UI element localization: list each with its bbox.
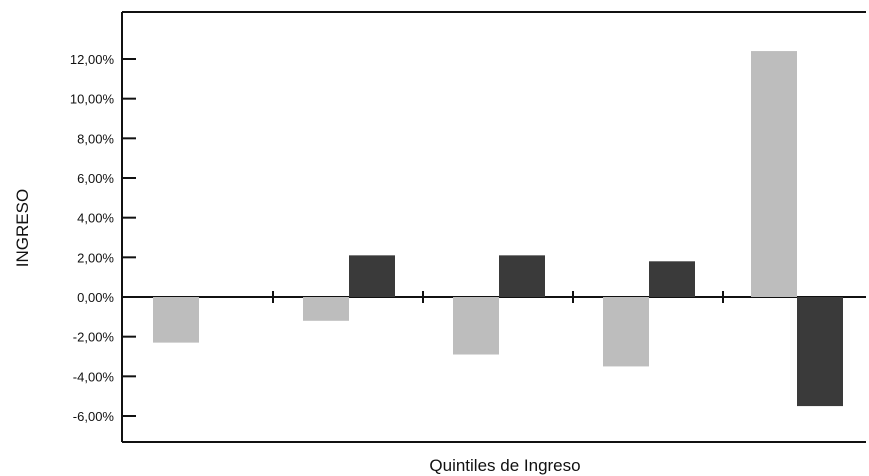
bar [453,297,499,355]
y-tick-label: 6,00% [77,171,114,186]
y-tick-label: -4,00% [73,369,115,384]
bar [349,255,395,297]
bar [649,261,695,297]
y-tick-label: 8,00% [77,131,114,146]
bar [751,51,797,297]
bar [303,297,349,321]
bar [797,297,843,407]
y-tick-label: 0,00% [77,290,114,305]
bar [153,297,199,343]
y-tick-label: 2,00% [77,250,114,265]
bar [603,297,649,367]
y-tick-label: 12,00% [70,52,115,67]
y-axis-title: INGRESO [13,189,32,267]
y-tick-label: -2,00% [73,330,115,345]
y-tick-label: 10,00% [70,92,115,107]
bar [499,255,545,297]
y-tick-label: 4,00% [77,211,114,226]
y-tick-label: -6,00% [73,409,115,424]
x-axis-title: Quintiles de Ingreso [429,456,580,475]
